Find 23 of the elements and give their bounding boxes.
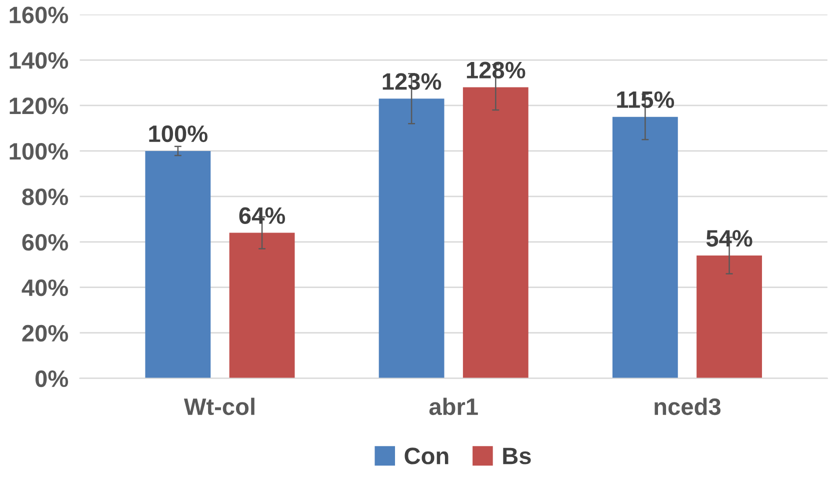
y-tick-label: 100% [10, 143, 68, 160]
data-label: 100% [149, 125, 208, 142]
y-tick-label: 20% [22, 324, 68, 342]
y-tick-label: 60% [22, 234, 68, 251]
x-tick-label: nced3 [654, 398, 720, 416]
y-tick-label: 160% [10, 6, 68, 24]
y-tick-label: 80% [22, 188, 68, 206]
x-tick-label: Wt-col [184, 398, 254, 416]
bar [462, 87, 528, 378]
y-tick-label: 40% [22, 279, 68, 296]
bar [378, 98, 444, 378]
bar [696, 256, 762, 378]
bar [229, 232, 295, 378]
y-tick-label: 140% [10, 52, 68, 69]
legend-label: Con [404, 448, 448, 464]
y-tick-label: 120% [10, 98, 68, 114]
y-tick-label: 0% [35, 370, 68, 388]
bar [145, 150, 211, 378]
legend-label: Bs [503, 448, 531, 464]
data-label: 64% [239, 207, 286, 224]
x-tick-label: abr1 [429, 398, 478, 416]
bar [612, 116, 678, 378]
data-label: 54% [706, 230, 752, 247]
